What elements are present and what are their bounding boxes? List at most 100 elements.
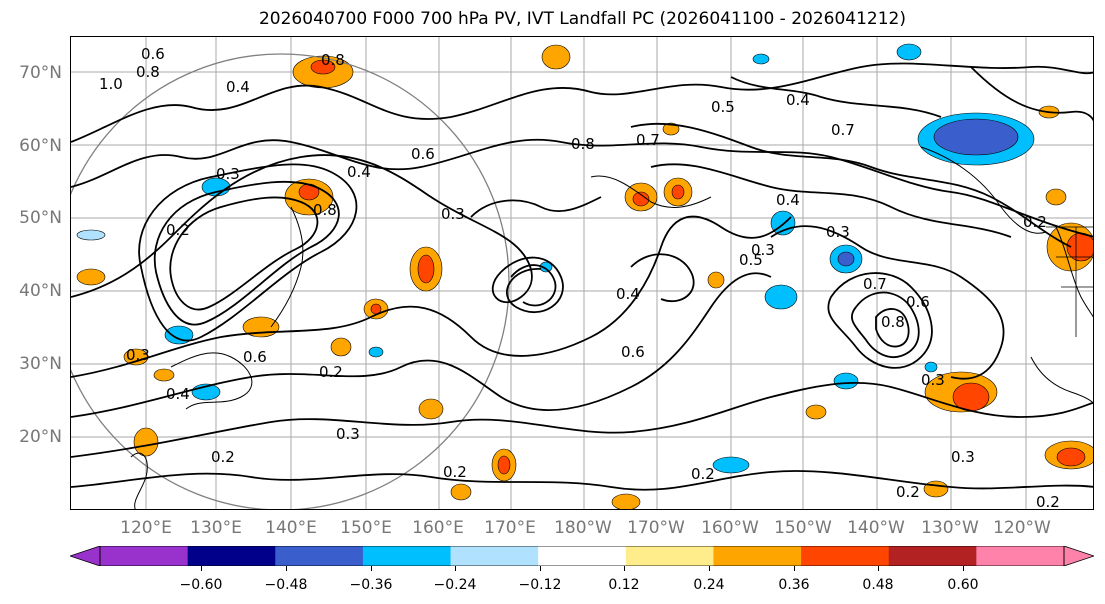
contour-label: 0.8 [881,313,905,331]
colorbar-tick-mark [624,566,625,571]
lon-label-170w: 170°W [627,518,685,538]
colorbar-segment [100,546,189,566]
contour-label: 0.2 [443,463,467,481]
contour-label: 0.2 [1023,213,1047,231]
contour-label: 0.7 [863,275,887,293]
colorbar-tick-mark [201,566,202,571]
colorbar-tick-label: 0.24 [693,577,725,593]
map-panel: 0.6 0.8 1.0 0.4 0.8 0.3 0.8 0.6 0.7 0.5 … [70,36,1094,510]
colorbar-tick-label: 0.48 [862,577,894,593]
lon-label-120e: 120°E [120,518,172,538]
contour-label: 0.2 [319,363,343,381]
contour-label: 0.3 [216,165,240,183]
contour-label: 0.3 [921,371,945,389]
colorbar [70,546,1094,566]
contour-label: 0.6 [621,343,645,361]
lat-label-40n: 40°N [19,281,62,301]
colorbar-segment [888,546,977,566]
contour-label: 0.3 [126,346,150,364]
map-canvas: 0.6 0.8 1.0 0.4 0.8 0.3 0.8 0.6 0.7 0.5 … [71,37,1093,510]
contour-label: 0.2 [1036,493,1060,510]
contour-label: 0.8 [321,51,345,69]
lon-label-160e: 160°E [412,518,464,538]
colorbar-tick-label: 0.36 [778,577,810,593]
contour-label: 0.7 [636,131,660,149]
shaded-anomalies [76,43,1093,509]
colorbar-tick-mark [455,566,456,571]
lat-label-70n: 70°N [19,63,62,83]
lon-label-130e: 130°E [190,518,242,538]
colorbar-segment [801,546,890,566]
colorbar-min-arrow [70,546,101,566]
contour-label: 0.2 [691,465,715,483]
lon-label-130w: 130°W [921,518,979,538]
contour-label: 0.6 [243,348,267,366]
contour-label: 0.6 [141,45,165,63]
contour-label: 0.8 [136,63,160,81]
contour-label: 0.2 [211,448,235,466]
colorbar-tick-label: 0.12 [608,577,640,593]
lat-label-20n: 20°N [19,427,62,447]
colorbar-tick-mark [794,566,795,571]
colorbar-frame [99,546,1065,566]
contour-label: 0.5 [739,251,763,269]
contour-label: 0.8 [313,201,337,219]
colorbar-tick-mark [286,566,287,571]
lon-label-180w: 180°W [554,518,612,538]
colorbar-segment [625,546,714,566]
colorbar-tick-label: −0.24 [433,577,477,593]
contour-label: 0.4 [616,285,640,303]
colorbar-tick-mark [878,566,879,571]
colorbar-segment [362,546,452,566]
contour-label: 0.4 [786,91,810,109]
lon-label-160w: 160°W [701,518,759,538]
colorbar-tick-label: −0.60 [179,577,223,593]
colorbar-tick-label: −0.36 [349,577,393,593]
colorbar-segment [187,546,276,566]
contour-label: 0.8 [571,135,595,153]
colorbar-max-arrow [1063,546,1094,566]
contour-label: 0.6 [411,145,435,163]
contour-labels: 0.6 0.8 1.0 0.4 0.8 0.3 0.8 0.6 0.7 0.5 … [99,45,1060,510]
lon-label-140e: 140°E [265,518,317,538]
contour-label: 0.3 [441,205,465,223]
contour-label: 0.4 [226,78,250,96]
lat-label-50n: 50°N [19,208,62,228]
radius-circle [71,53,510,509]
lon-label-140w: 140°W [847,518,905,538]
contour-label: 0.3 [951,448,975,466]
contour-label: 0.7 [831,121,855,139]
colorbar-tick-mark [709,566,710,571]
contour-label: 0.3 [751,241,775,259]
contour-label: 0.3 [336,425,360,443]
contour-label: 0.2 [166,221,190,239]
contour-label: 0.4 [166,385,190,403]
contour-label: 0.2 [896,483,920,501]
lon-label-120w: 120°W [993,518,1051,538]
colorbar-segment [538,546,627,566]
contour-label: 0.5 [711,98,735,116]
colorbar-segment [450,546,539,566]
boundaries [1046,226,1093,337]
contour-label: 0.6 [906,293,930,311]
colorbar-segment [713,546,802,566]
contour-label: 0.4 [776,191,800,209]
lon-label-150e: 150°E [340,518,392,538]
colorbar-tick-mark [540,566,541,571]
colorbar-segment [976,546,1065,566]
colorbar-tick-mark [963,566,964,571]
coastlines [130,146,1093,509]
lon-label-150w: 150°W [774,518,832,538]
colorbar-tick-label: −0.48 [264,577,308,593]
colorbar-tick-label: −0.12 [518,577,562,593]
contour-label: 1.0 [99,75,123,93]
contour-label: 0.3 [826,223,850,241]
lat-label-30n: 30°N [19,354,62,374]
graticule [71,37,1093,509]
colorbar-segment [275,546,364,566]
pv-contours [71,62,1093,491]
contour-label: 0.4 [347,163,371,181]
lat-label-60n: 60°N [19,136,62,156]
colorbar-tick-mark [371,566,372,571]
colorbar-tick-label: 0.60 [947,577,979,593]
